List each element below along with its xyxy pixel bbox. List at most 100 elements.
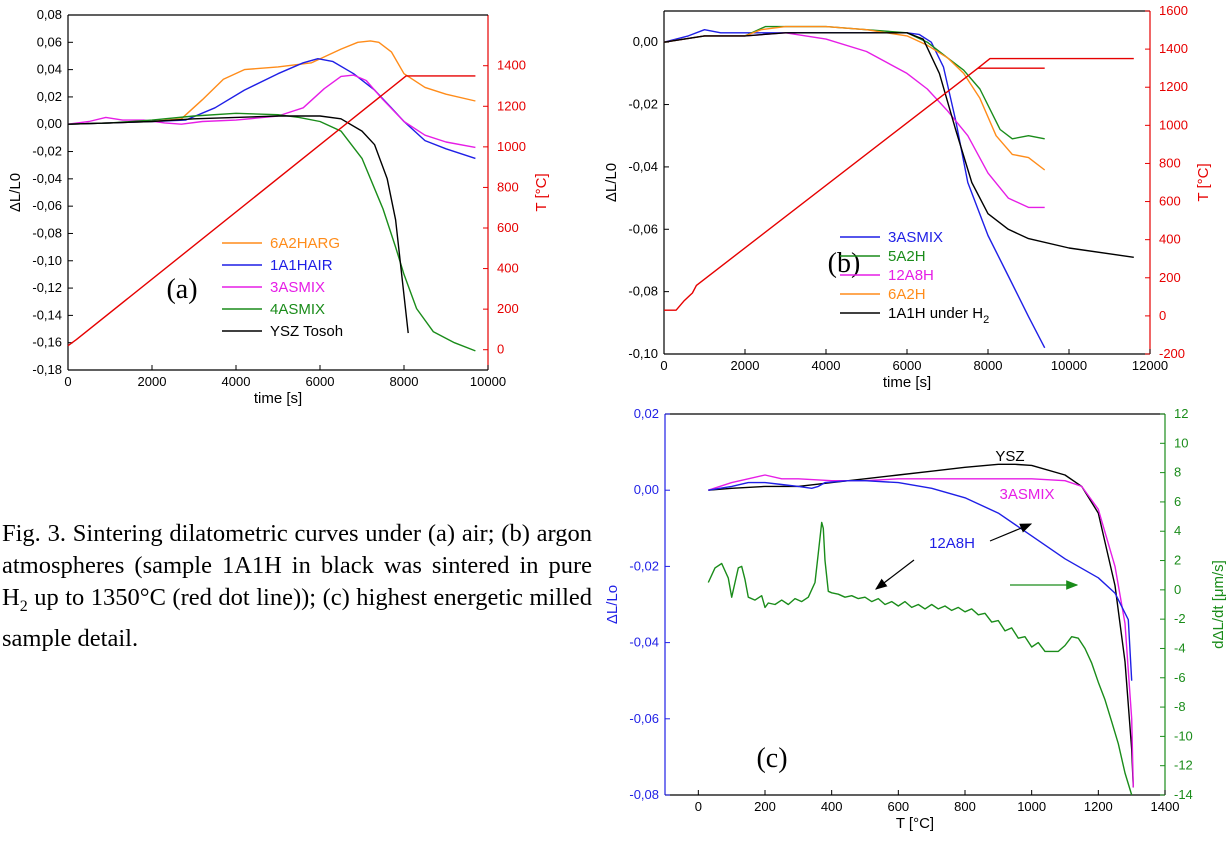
x-tick-label: 1000 bbox=[1017, 799, 1046, 814]
y-right-tick-label: 1200 bbox=[497, 98, 526, 113]
y-left-tick-label: -0,04 bbox=[628, 159, 658, 174]
legend-label: YSZ Tosoh bbox=[270, 323, 343, 340]
annotation-label: 12A8H bbox=[929, 535, 975, 552]
y-left-tick-label: 0,00 bbox=[634, 482, 659, 497]
y-right-tick-label: 400 bbox=[497, 261, 519, 276]
y-left-tick-label: -0,16 bbox=[32, 335, 62, 350]
y-left-axis-label: ΔL/L0 bbox=[603, 163, 620, 202]
y-left-tick-label: -0,04 bbox=[629, 635, 659, 650]
y-left-tick-label: -0,06 bbox=[629, 711, 659, 726]
figure-caption: Fig. 3. Sintering dilatometric curves un… bbox=[2, 518, 592, 655]
y-right-tick-label: 0 bbox=[1159, 308, 1166, 323]
chart-b: 0 2000 4000 6000 8000 10000 120000,00-0,02-0,0… bbox=[603, 3, 1212, 391]
y-left-tick-label: -0,10 bbox=[628, 346, 658, 361]
y-right-tick-label: 600 bbox=[1159, 194, 1181, 209]
y-left-tick-label: 0,00 bbox=[37, 116, 62, 131]
series-line-6a2harg bbox=[67, 40, 476, 125]
legend-subscript: 2 bbox=[983, 314, 989, 326]
y-left-axis-label: ΔL/L0 bbox=[7, 173, 24, 212]
x-tick-label: 12000 bbox=[1132, 358, 1168, 373]
annotation-label: YSZ bbox=[995, 448, 1024, 465]
y-left-tick-label: -0,02 bbox=[32, 144, 62, 159]
y-left-tick-label: -0,02 bbox=[629, 558, 659, 573]
y-left-tick-label: -0,18 bbox=[32, 362, 62, 377]
y-right-tick-label: -10 bbox=[1174, 728, 1193, 743]
y-left-tick-label: 0,02 bbox=[37, 89, 62, 104]
y-right-tick-label: 800 bbox=[1159, 155, 1181, 170]
x-tick-label: 2000 bbox=[138, 374, 167, 389]
y-left-tick-label: 0,00 bbox=[633, 34, 658, 49]
y-left-tick-label: -0,06 bbox=[32, 198, 62, 213]
series-line-3asmix bbox=[708, 474, 1134, 788]
series-line-12a8h bbox=[663, 32, 1045, 209]
series-line-3asmix bbox=[663, 29, 1046, 349]
y-right-tick-label: -2 bbox=[1174, 611, 1186, 626]
y-right-axis-label: T [°C] bbox=[1195, 163, 1212, 201]
y-right-tick-label: -4 bbox=[1174, 640, 1186, 655]
caption-text: Fig. 3. Sintering dilatometric curves un… bbox=[2, 520, 592, 652]
series-line-4asmix bbox=[67, 112, 476, 352]
x-tick-label: 8000 bbox=[390, 374, 419, 389]
y-right-tick-label: 1000 bbox=[497, 139, 526, 154]
y-left-tick-label: -0,08 bbox=[628, 284, 658, 299]
x-axis-label: time [s] bbox=[254, 390, 302, 407]
x-tick-label: 0 bbox=[64, 374, 71, 389]
y-right-tick-label: 6 bbox=[1174, 494, 1181, 509]
y-right-tick-label: 400 bbox=[1159, 232, 1181, 247]
y-right-tick-label: 200 bbox=[497, 301, 519, 316]
x-tick-label: 6000 bbox=[893, 358, 922, 373]
y-right-tick-label: 0 bbox=[1174, 582, 1181, 597]
x-tick-label: 8000 bbox=[974, 358, 1003, 373]
x-tick-label: 4000 bbox=[222, 374, 251, 389]
series-line-3asmix bbox=[67, 74, 476, 149]
arrow-to-derivative bbox=[875, 559, 915, 590]
y-right-tick-label: -200 bbox=[1159, 346, 1185, 361]
y-left-tick-label: -0,14 bbox=[32, 307, 62, 322]
legend-label: 12A8H bbox=[888, 267, 934, 284]
series-line-6a2h bbox=[663, 25, 1046, 171]
legend-label: 3ASMIX bbox=[888, 229, 943, 246]
series-line-5a2h bbox=[663, 25, 1045, 140]
y-right-tick-label: 8 bbox=[1174, 465, 1181, 480]
panel-label: (b) bbox=[828, 248, 861, 279]
legend-label: 5A2H bbox=[888, 248, 926, 265]
legend-label: 6A2H bbox=[888, 286, 926, 303]
y-right-tick-label: -14 bbox=[1174, 787, 1193, 802]
legend-label: 1A1H under H2 bbox=[888, 305, 989, 326]
arrow-to-curve bbox=[989, 523, 1033, 542]
y-right-tick-label: 200 bbox=[1159, 270, 1181, 285]
x-tick-label: 0 bbox=[660, 358, 667, 373]
y-right-tick-label: 1000 bbox=[1159, 117, 1188, 132]
y-right-tick-label: 4 bbox=[1174, 523, 1181, 538]
y-right-tick-label: 1200 bbox=[1159, 79, 1188, 94]
series-line-temperature bbox=[67, 75, 476, 347]
x-axis-label: time [s] bbox=[883, 374, 931, 391]
x-axis-label: T [°C] bbox=[896, 815, 934, 832]
y-right-tick-label: 1600 bbox=[1159, 3, 1188, 18]
series-line-temperature bbox=[664, 57, 1134, 311]
x-tick-label: 10000 bbox=[1051, 358, 1087, 373]
x-tick-label: 0 bbox=[695, 799, 702, 814]
y-right-tick-label: 1400 bbox=[1159, 41, 1188, 56]
y-right-tick-label: -8 bbox=[1174, 699, 1186, 714]
y-right-tick-label: 800 bbox=[497, 179, 519, 194]
y-left-tick-label: -0,06 bbox=[628, 221, 658, 236]
panel-label: (c) bbox=[756, 743, 787, 774]
y-left-tick-label: 0,08 bbox=[37, 7, 62, 22]
y-right-tick-label: 12 bbox=[1174, 406, 1188, 421]
y-left-tick-label: -0,02 bbox=[628, 97, 658, 112]
caption-subscript: 2 bbox=[19, 597, 28, 615]
series-line-1a1hair bbox=[67, 58, 476, 160]
chart-a: 0 2000 4000 6000 8000 100000,080,060,040,020,… bbox=[7, 7, 550, 407]
x-tick-label: 2000 bbox=[731, 358, 760, 373]
legend-label: 3ASMIX bbox=[270, 279, 325, 296]
x-tick-label: 800 bbox=[954, 799, 976, 814]
y-left-tick-label: -0,08 bbox=[629, 787, 659, 802]
y-right-tick-label: 600 bbox=[497, 220, 519, 235]
y-left-tick-label: 0,06 bbox=[37, 34, 62, 49]
y-right-tick-label: -6 bbox=[1174, 670, 1186, 685]
y-right-tick-label: 0 bbox=[497, 342, 504, 357]
x-tick-label: 1200 bbox=[1084, 799, 1113, 814]
x-tick-label: 200 bbox=[754, 799, 776, 814]
y-right-tick-label: -12 bbox=[1174, 758, 1193, 773]
